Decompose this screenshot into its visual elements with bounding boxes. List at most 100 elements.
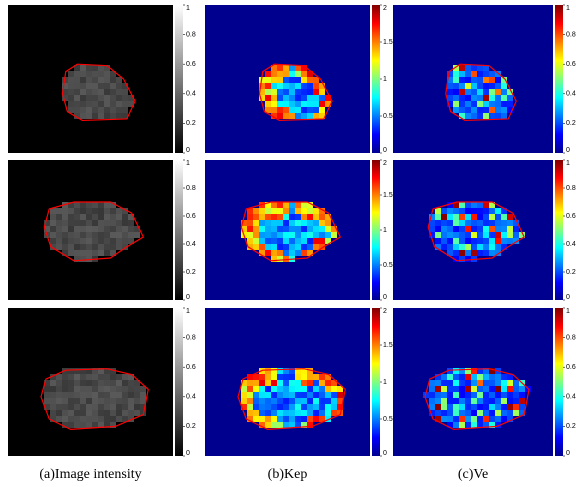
pixel — [483, 202, 489, 208]
pixel — [295, 202, 301, 208]
pixel — [501, 380, 507, 386]
pixel — [74, 214, 80, 220]
pixel — [307, 95, 313, 101]
pixel — [295, 83, 301, 89]
pixel — [283, 410, 289, 416]
pixel — [116, 89, 122, 95]
pixel — [295, 238, 301, 244]
pixel — [465, 202, 471, 208]
pixel — [80, 95, 86, 101]
image-panel: 21.510.50 — [205, 160, 393, 301]
pixel — [301, 392, 307, 398]
pixel — [104, 113, 110, 119]
pixel — [253, 380, 259, 386]
pixel — [271, 422, 277, 428]
pixel — [307, 410, 313, 416]
pixel — [116, 83, 122, 89]
pixel — [277, 410, 283, 416]
colorbar-tick-label: 1.5 — [383, 192, 393, 199]
pixel — [295, 410, 301, 416]
pixel — [74, 238, 80, 244]
pixel — [277, 386, 283, 392]
pixel — [295, 398, 301, 404]
pixel — [289, 214, 295, 220]
pixel — [283, 380, 289, 386]
pixel — [283, 422, 289, 428]
pixel — [429, 392, 435, 398]
pixel — [110, 238, 116, 244]
pixel — [471, 404, 477, 410]
pixel — [483, 220, 489, 226]
pixel — [465, 256, 471, 262]
pixel — [98, 238, 104, 244]
pixel — [98, 220, 104, 226]
pixel — [495, 392, 501, 398]
colorbar — [372, 308, 380, 456]
pixel — [495, 386, 501, 392]
pixel — [313, 220, 319, 226]
pixel — [134, 404, 140, 410]
pixel — [110, 398, 116, 404]
pixel — [68, 244, 74, 250]
pixel — [295, 250, 301, 256]
pixel — [495, 83, 501, 89]
pixel — [501, 226, 507, 232]
pixel — [62, 214, 68, 220]
pixel — [247, 392, 253, 398]
pixel — [98, 410, 104, 416]
pixel — [465, 214, 471, 220]
pixel — [453, 208, 459, 214]
pixel — [489, 416, 495, 422]
pixel — [62, 232, 68, 238]
pixel — [253, 220, 259, 226]
pixel — [277, 398, 283, 404]
colorbar-tick-label: 0.2 — [186, 423, 196, 430]
pixel — [104, 95, 110, 101]
pixel — [301, 410, 307, 416]
pixel — [513, 232, 519, 238]
pixel — [313, 101, 319, 107]
pixel — [265, 101, 271, 107]
pixel — [301, 220, 307, 226]
pixel — [501, 238, 507, 244]
pixel — [435, 380, 441, 386]
pixel — [74, 232, 80, 238]
pixel — [489, 77, 495, 83]
pixel — [307, 416, 313, 422]
colorbar-tick-label: 0.6 — [186, 61, 196, 68]
pixel — [301, 71, 307, 77]
pixel — [104, 107, 110, 113]
pixel — [435, 410, 441, 416]
pixel — [68, 208, 74, 214]
pixel — [116, 214, 122, 220]
pixel — [122, 404, 128, 410]
pixel — [325, 392, 331, 398]
pixel — [289, 404, 295, 410]
pixel — [459, 89, 465, 95]
colorbar-tick-label: 0.5 — [383, 262, 393, 269]
pixel — [459, 244, 465, 250]
pixel — [104, 380, 110, 386]
pixel — [465, 113, 471, 119]
colorbar-tick-label: 0 — [186, 147, 190, 154]
pixel — [453, 380, 459, 386]
pixel — [471, 107, 477, 113]
pixel — [507, 404, 513, 410]
pixel — [253, 410, 259, 416]
pixel — [301, 244, 307, 250]
pixel — [325, 380, 331, 386]
pixel — [307, 220, 313, 226]
pixel — [86, 101, 92, 107]
pixel — [453, 95, 459, 101]
pixel — [265, 89, 271, 95]
pixel — [283, 398, 289, 404]
pixel — [313, 95, 319, 101]
pixel — [104, 232, 110, 238]
pixel — [477, 71, 483, 77]
pixel — [471, 77, 477, 83]
pixel — [495, 107, 501, 113]
pixel — [483, 208, 489, 214]
pixel — [447, 214, 453, 220]
pixel — [110, 89, 116, 95]
pixel — [116, 398, 122, 404]
